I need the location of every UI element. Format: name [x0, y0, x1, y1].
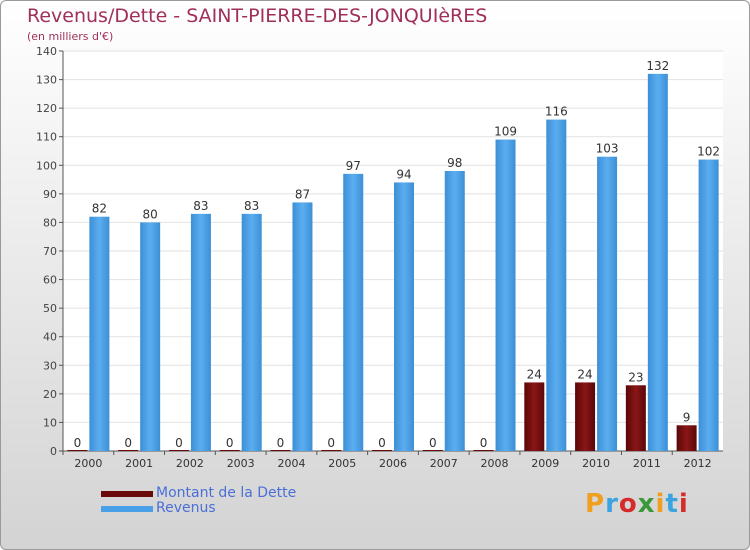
logo-letter: r [605, 489, 619, 519]
bar-revenus [343, 173, 364, 451]
bar-dette [473, 450, 494, 451]
y-tick-label: 30 [43, 359, 57, 372]
logo-letter: x [637, 489, 656, 519]
data-label-dette: 0 [74, 436, 82, 450]
bar-revenus [241, 213, 262, 451]
data-label-dette: 0 [175, 436, 183, 450]
y-tick-label: 80 [43, 216, 57, 229]
bar-dette [575, 382, 596, 451]
data-label-revenus: 109 [494, 125, 517, 139]
legend-label-dette: Montant de la Dette [156, 485, 297, 501]
data-label-dette: 0 [226, 436, 234, 450]
bar-revenus [394, 182, 414, 451]
data-label-revenus: 83 [193, 199, 208, 213]
data-label-dette: 0 [327, 436, 335, 450]
bar-revenus [190, 213, 211, 451]
y-tick-label: 90 [43, 188, 57, 201]
bar-revenus [597, 156, 618, 451]
data-label-dette: 24 [577, 367, 592, 381]
y-tick-label: 100 [36, 159, 57, 172]
y-tick-label: 0 [50, 445, 57, 458]
y-tick-label: 140 [36, 45, 57, 58]
data-label-revenus: 132 [646, 59, 669, 73]
data-label-dette: 9 [683, 410, 691, 424]
bar-dette [422, 450, 443, 451]
data-label-revenus: 83 [244, 199, 259, 213]
y-tick-label: 60 [43, 274, 57, 287]
bar-revenus [444, 171, 465, 451]
x-tick-label: 2008 [481, 457, 509, 470]
logo-letter: t [665, 489, 679, 519]
x-tick-label: 2003 [227, 457, 255, 470]
data-label-revenus: 116 [545, 105, 568, 119]
bar-dette [270, 450, 291, 451]
x-tick-label: 2005 [328, 457, 356, 470]
logo-letter: i [655, 489, 666, 519]
legend-swatch-dette [101, 491, 153, 497]
y-tick-label: 110 [36, 131, 57, 144]
y-tick-label: 70 [43, 245, 57, 258]
y-tick-label: 50 [43, 302, 57, 315]
bar-dette [321, 450, 342, 451]
x-tick-label: 2009 [531, 457, 559, 470]
data-label-revenus: 80 [143, 207, 158, 221]
logo-letter: i [678, 489, 689, 519]
data-label-revenus: 97 [346, 159, 361, 173]
data-label-revenus: 98 [447, 156, 462, 170]
x-tick-label: 2004 [277, 457, 305, 470]
data-label-dette: 0 [124, 436, 132, 450]
data-label-dette: 0 [429, 436, 437, 450]
logo-letter: o [618, 489, 638, 519]
x-tick-label: 2001 [125, 457, 153, 470]
chart-title: Revenus/Dette - SAINT-PIERRE-DES-JONQUIè… [27, 5, 488, 27]
bar-dette [118, 450, 139, 451]
bar-revenus [292, 202, 313, 451]
bar-dette [625, 385, 646, 451]
x-tick-label: 2007 [430, 457, 458, 470]
bar-revenus [495, 139, 516, 452]
bar-dette [168, 450, 189, 451]
y-tick-label: 10 [43, 416, 57, 429]
y-tick-label: 20 [43, 388, 57, 401]
bar-dette [67, 450, 88, 451]
legend-label-revenus: Revenus [156, 500, 216, 516]
data-label-dette: 23 [628, 370, 643, 384]
data-label-revenus: 94 [396, 167, 411, 181]
bar-revenus [140, 222, 161, 451]
y-tick-label: 130 [36, 74, 57, 87]
data-label-dette: 0 [480, 436, 488, 450]
bar-revenus [698, 159, 719, 452]
x-tick-label: 2011 [633, 457, 661, 470]
x-tick-label: 2010 [582, 457, 610, 470]
x-tick-label: 2000 [74, 457, 102, 470]
proxiti-logo: Proxiti [585, 489, 689, 519]
x-tick-label: 2012 [684, 457, 712, 470]
x-tick-label: 2002 [176, 457, 204, 470]
y-tick-label: 40 [43, 331, 57, 344]
legend-swatch-revenus [101, 506, 153, 512]
data-label-revenus: 82 [92, 202, 107, 216]
bar-dette [372, 450, 392, 451]
chart-subtitle: (en milliers d'€) [27, 30, 114, 43]
bar-dette [676, 425, 697, 451]
bar-revenus [546, 119, 567, 452]
y-tick-label: 120 [36, 102, 57, 115]
data-label-revenus: 87 [295, 187, 310, 201]
data-label-dette: 24 [527, 367, 542, 381]
bar-dette [524, 382, 545, 451]
data-label-dette: 0 [277, 436, 285, 450]
logo-letter: P [585, 489, 606, 519]
data-label-revenus: 103 [596, 142, 619, 156]
bar-revenus [647, 73, 668, 451]
data-label-dette: 0 [378, 436, 386, 450]
data-label-revenus: 102 [697, 145, 720, 159]
bar-dette [219, 450, 240, 451]
x-tick-label: 2006 [379, 457, 407, 470]
bar-revenus [89, 216, 110, 451]
